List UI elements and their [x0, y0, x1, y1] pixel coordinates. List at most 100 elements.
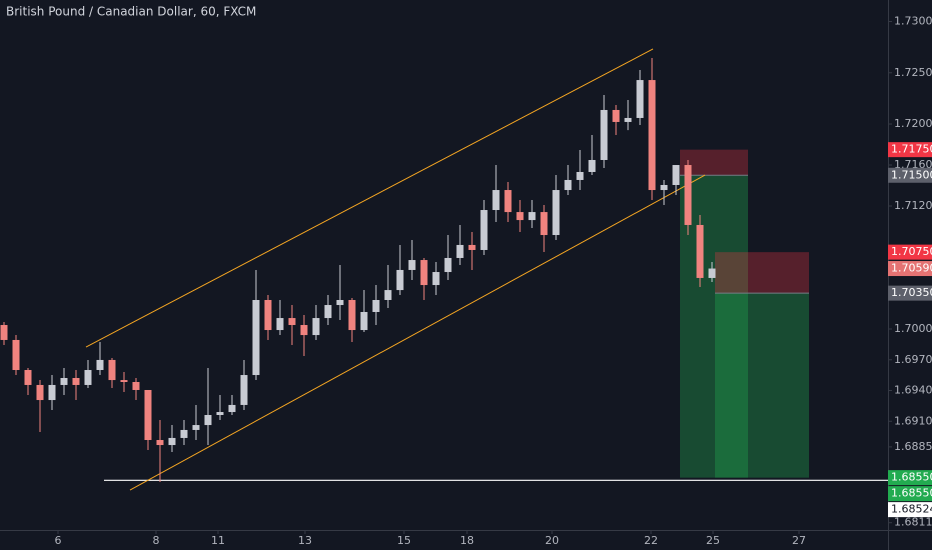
candle-body	[168, 437, 176, 446]
plot-area	[0, 48, 888, 491]
candle-body	[672, 165, 680, 186]
x-tick-label: 15	[397, 534, 411, 547]
candle-body	[708, 268, 716, 278]
price-label: 1.70590	[891, 262, 932, 275]
candle-body	[444, 257, 452, 273]
trend-line	[129, 174, 706, 491]
candle-body	[420, 260, 428, 286]
candle-body	[624, 117, 632, 122]
candle-body	[180, 429, 188, 438]
x-tick-label: 13	[298, 534, 312, 547]
y-tick-label: 1.68850	[894, 440, 932, 453]
price-label: 1.71750	[891, 143, 932, 156]
price-label-box	[888, 502, 932, 518]
candle-body	[240, 375, 248, 405]
candle-body	[696, 224, 704, 278]
candle-body	[72, 378, 80, 385]
candle-body	[24, 370, 32, 385]
price-label-box	[888, 470, 932, 486]
target-zone	[680, 175, 748, 478]
candle-body	[0, 325, 8, 340]
candle-body	[192, 425, 200, 430]
price-label: 1.68550	[891, 487, 932, 500]
candle-body	[384, 290, 392, 301]
candle-body	[60, 378, 68, 385]
trend-line	[85, 48, 654, 348]
candle-body	[600, 109, 608, 160]
candle-body	[228, 404, 236, 413]
x-tick-label: 18	[460, 534, 474, 547]
target-zone	[715, 293, 809, 478]
price-label-box	[888, 261, 932, 277]
candle-body	[660, 185, 668, 191]
price-label-box	[888, 142, 932, 158]
candle-body	[144, 389, 152, 441]
price-label: 1.68550	[891, 471, 932, 484]
y-tick-label: 1.69400	[894, 384, 932, 397]
candle-body	[204, 415, 212, 426]
candle-body	[576, 171, 584, 180]
x-tick-label: 20	[545, 534, 559, 547]
candle-body	[96, 359, 104, 371]
candle-body	[360, 311, 368, 331]
candle-body	[300, 325, 308, 336]
candle-body	[252, 300, 260, 376]
candle-body	[264, 300, 272, 331]
candle-body	[480, 210, 488, 250]
candle-body	[540, 212, 548, 236]
x-tick-label: 25	[706, 534, 720, 547]
price-label: 1.71500	[891, 168, 932, 181]
x-tick-label: 6	[55, 534, 62, 547]
candle-body	[276, 318, 284, 331]
candle-body	[552, 190, 560, 236]
candle-body	[48, 384, 56, 401]
price-label: 1.70350	[891, 286, 932, 299]
candle-body	[84, 370, 92, 385]
candle-body	[216, 412, 224, 416]
y-tick-label: 1.70000	[894, 322, 932, 335]
y-tick-label: 1.72500	[894, 66, 932, 79]
candle-body	[132, 381, 140, 390]
candle-body	[348, 300, 356, 331]
x-tick-label: 27	[792, 534, 806, 547]
y-tick-label: 1.73000	[894, 15, 932, 28]
candle-body	[336, 300, 344, 306]
candle-body	[612, 109, 620, 122]
candle-body	[564, 179, 572, 191]
price-label: 1.68524	[891, 503, 932, 516]
candle-body	[108, 359, 116, 381]
candle-body	[684, 165, 692, 225]
candle-body	[468, 244, 476, 250]
candle-body	[456, 244, 464, 258]
y-tick-label: 1.72000	[894, 117, 932, 130]
price-label-box	[888, 486, 932, 502]
y-tick-label: 1.68110	[894, 516, 932, 529]
candle-body	[288, 318, 296, 326]
candle-body	[120, 380, 128, 382]
stop-zone	[715, 252, 809, 294]
candle-body	[12, 339, 20, 371]
candle-body	[516, 212, 524, 221]
candle-body	[36, 384, 44, 401]
x-tick-label: 8	[153, 534, 160, 547]
y-tick-label: 1.71200	[894, 199, 932, 212]
candle-body	[432, 272, 440, 286]
price-label-box	[888, 167, 932, 183]
candle-body	[504, 190, 512, 213]
candle-body	[396, 269, 404, 291]
x-tick-label: 11	[211, 534, 225, 547]
y-tick-label: 1.69100	[894, 414, 932, 427]
y-tick-label: 1.69700	[894, 353, 932, 366]
chart-title: British Pound / Canadian Dollar, 60, FXC…	[6, 5, 256, 19]
price-label-box	[888, 244, 932, 260]
candle-body	[312, 318, 320, 336]
candle-body	[372, 300, 380, 312]
x-tick-label: 22	[644, 534, 658, 547]
candle-body	[588, 159, 596, 172]
candle-body	[648, 80, 656, 191]
candle-body	[492, 190, 500, 211]
price-label-box	[888, 285, 932, 301]
candle-body	[408, 260, 416, 270]
